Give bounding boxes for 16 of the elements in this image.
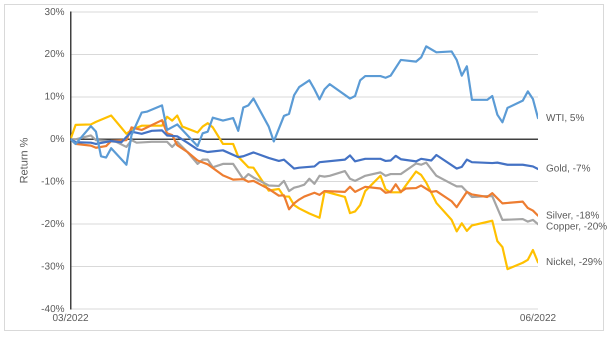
series-label: WTI, 5%: [546, 112, 584, 124]
series-label: Nickel, -29%: [546, 257, 602, 268]
series-label: Copper, -20%: [546, 221, 608, 232]
y-tick-label: 20%: [44, 49, 65, 60]
y-tick-label: 0%: [50, 134, 65, 146]
y-tick-label: -30%: [41, 261, 65, 272]
y-axis-title: Return %: [18, 137, 31, 184]
y-tick-label: -10%: [41, 176, 65, 188]
y-tick-label: 30%: [44, 6, 65, 18]
series-label: Gold, -7%: [546, 164, 591, 175]
y-tick-label: -40%: [41, 304, 65, 315]
y-tick-label: 10%: [44, 92, 65, 103]
x-tick-label: 06/2022: [520, 312, 557, 324]
y-tick-label: -20%: [41, 218, 65, 230]
series-label: Silver, -18%: [546, 210, 600, 222]
x-tick-label: 03/2022: [52, 312, 90, 324]
